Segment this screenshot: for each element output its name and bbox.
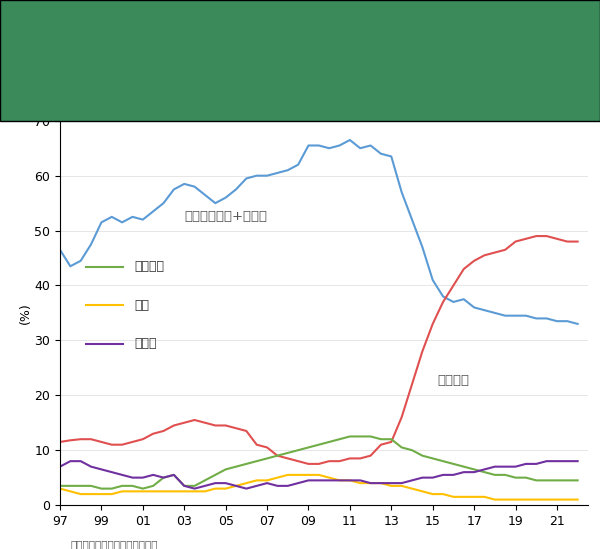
Text: 公的年金: 公的年金 (134, 260, 164, 273)
Y-axis label: (%): (%) (19, 302, 32, 324)
Text: 家計: 家計 (134, 299, 149, 312)
Text: 外国人: 外国人 (134, 337, 157, 350)
Text: （ 12 年: 日銀 11%, 民間+公的 74%: （ 12 年: 日銀 11%, 民間+公的 74% (42, 60, 286, 79)
Text: 日本銀行: 日本銀行 (437, 374, 469, 387)
Text: ➡ 20 年: 日銀 48%, 民間+公的 38%）: ➡ 20 年: 日銀 48%, 民間+公的 38%） (42, 99, 300, 117)
Text: 出所：日本銀行、武者リサーチ: 出所：日本銀行、武者リサーチ (71, 540, 158, 549)
Text: 民間金融機関+投資家: 民間金融機関+投資家 (184, 210, 267, 222)
Text: 図表 8: 日本国債 投資主体別保有比率: 図表 8: 日本国債 投資主体別保有比率 (18, 24, 218, 42)
